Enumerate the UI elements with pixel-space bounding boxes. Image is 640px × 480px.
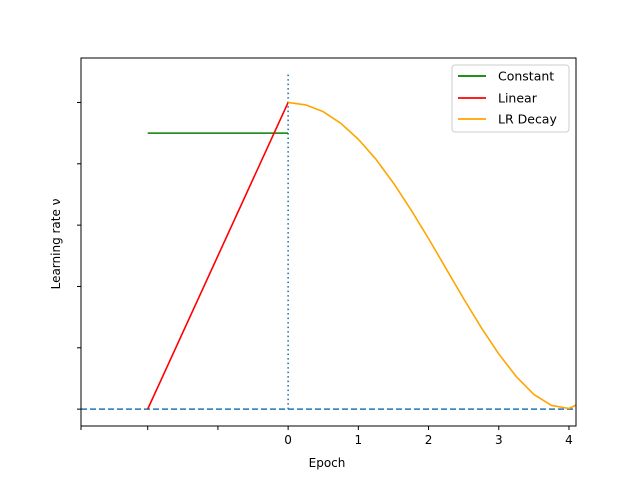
legend-label-lr-decay: LR Decay <box>498 112 557 127</box>
series-line-linear <box>146 102 289 410</box>
axes <box>80 57 577 427</box>
x-tick-label: 0 <box>284 433 292 447</box>
tick-marks: 0 1 2 3 4 <box>77 101 573 447</box>
legend-label-linear: Linear <box>498 91 538 106</box>
legend: Constant Linear LR Decay <box>451 64 570 133</box>
x-axis-label: Epoch <box>309 456 346 470</box>
x-tick-label: 3 <box>495 433 503 447</box>
x-tick-label: 4 <box>565 433 573 447</box>
series-line-lr-decay <box>288 101 577 410</box>
legend-label-constant: Constant <box>498 69 554 84</box>
x-tick-label: 2 <box>425 433 433 447</box>
legend-frame <box>451 64 570 133</box>
x-tick-label: 1 <box>355 433 363 447</box>
plot-area <box>81 73 577 410</box>
axes-frame <box>80 57 577 427</box>
y-axis-label: Learning rate ν <box>49 198 63 289</box>
